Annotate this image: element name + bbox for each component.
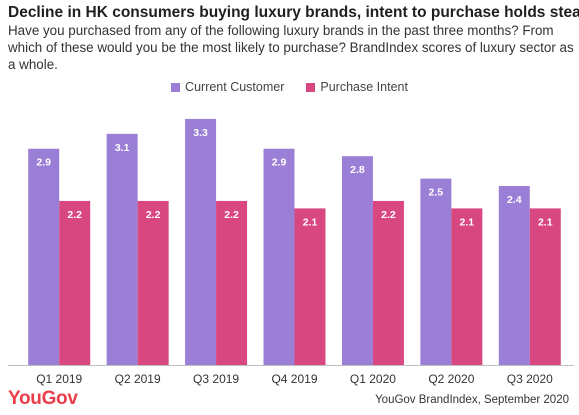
chart-subtitle: Have you purchased from any of the follo… xyxy=(8,23,574,72)
bar-intent-0 xyxy=(59,200,91,365)
data-label: 3.1 xyxy=(115,142,130,154)
data-label: 2.1 xyxy=(303,216,318,228)
bar-intent-3 xyxy=(294,208,326,365)
legend-label-current: Current Customer xyxy=(185,80,285,94)
bar-intent-1 xyxy=(137,200,169,365)
category-label: Q4 2019 xyxy=(271,372,317,386)
data-label: 2.2 xyxy=(381,209,396,221)
category-label: Q2 2020 xyxy=(428,372,474,386)
bar-intent-4 xyxy=(372,200,404,365)
yougov-logo: YouGov xyxy=(8,388,78,409)
bar-current-2 xyxy=(185,118,217,366)
chart-title: Decline in HK consumers buying luxury br… xyxy=(8,4,579,21)
data-label: 3.3 xyxy=(193,127,208,139)
legend-item-intent: Purchase Intent xyxy=(306,80,408,94)
data-label: 2.1 xyxy=(538,216,553,228)
category-label: Q3 2020 xyxy=(507,372,553,386)
bar-intent-2 xyxy=(216,200,248,365)
bar-current-0 xyxy=(28,148,60,365)
data-label: 2.4 xyxy=(507,194,522,206)
data-label: 2.9 xyxy=(36,157,51,169)
legend-swatch-current xyxy=(171,82,181,92)
bar-current-5 xyxy=(420,178,452,365)
data-label: 2.8 xyxy=(350,164,365,176)
data-label: 2.2 xyxy=(146,209,161,221)
legend-label-intent: Purchase Intent xyxy=(320,80,408,94)
data-label: 2.1 xyxy=(460,216,475,228)
data-label: 2.5 xyxy=(429,187,444,199)
bar-current-4 xyxy=(341,156,373,365)
category-label: Q2 2019 xyxy=(115,372,161,386)
bar-intent-5 xyxy=(451,208,483,365)
source-note: YouGov BrandIndex, September 2020 xyxy=(375,394,569,406)
category-label: Q3 2019 xyxy=(193,372,239,386)
bar-current-3 xyxy=(263,148,295,365)
bar-current-1 xyxy=(106,133,138,365)
legend-item-current: Current Customer xyxy=(171,80,284,94)
data-label: 2.2 xyxy=(67,209,82,221)
legend-swatch-intent xyxy=(306,82,316,92)
bar-current-6 xyxy=(498,186,530,365)
category-label: Q1 2020 xyxy=(350,372,396,386)
legend: Current Customer Purchase Intent xyxy=(0,80,579,94)
bar-intent-6 xyxy=(529,208,561,365)
data-label: 2.9 xyxy=(272,157,287,169)
data-label: 2.2 xyxy=(224,209,239,221)
category-label: Q1 2019 xyxy=(36,372,82,386)
